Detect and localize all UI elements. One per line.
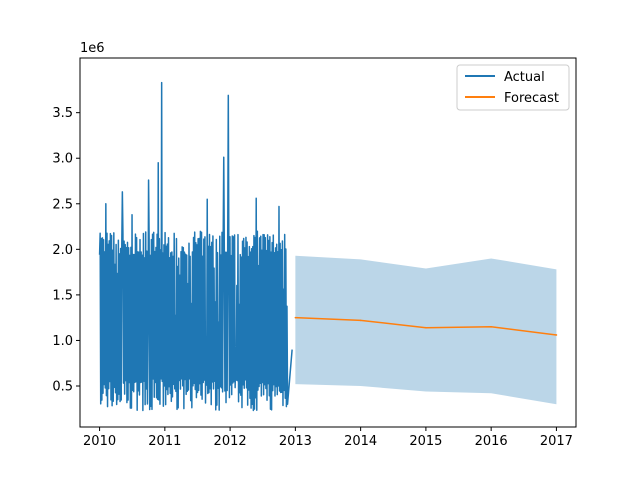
forecast-confidence-band <box>295 255 557 405</box>
plot-frame <box>79 57 577 428</box>
x-tick-label: 2011 <box>148 434 181 449</box>
y-tick-label: 2.5 <box>52 197 73 212</box>
y-axis-offset-label: 1e6 <box>80 41 105 56</box>
y-tick-label: 1.0 <box>52 334 73 349</box>
forecast-point <box>425 326 427 329</box>
y-tick-label: 3.0 <box>52 152 73 167</box>
x-tick-label: 2015 <box>409 434 442 449</box>
x-tick-label: 2017 <box>540 434 573 449</box>
legend-actual-label: Actual <box>504 70 545 85</box>
x-tick-label: 2013 <box>279 434 312 449</box>
actual-series-line <box>98 81 293 412</box>
y-tick-label: 1.5 <box>52 288 73 303</box>
y-tick-label: 3.5 <box>52 106 73 121</box>
legend-forecast-label: Forecast <box>504 91 559 106</box>
forecast-point <box>294 316 297 319</box>
x-axis: 2010 2011 2012 2013 2014 2015 2016 2017 <box>83 427 573 449</box>
y-tick-label: 2.0 <box>52 243 73 258</box>
forecast-point <box>490 325 492 328</box>
y-axis: 0.5 1.0 1.5 2.0 2.5 3.0 3.5 <box>52 106 80 395</box>
x-tick-label: 2014 <box>344 434 377 449</box>
forecast-point <box>359 319 362 322</box>
x-tick-label: 2012 <box>214 434 247 449</box>
y-tick-label: 0.5 <box>52 380 73 395</box>
forecast-point <box>555 334 558 336</box>
legend: Actual Forecast <box>456 64 570 111</box>
x-tick-label: 2016 <box>475 434 508 449</box>
x-tick-label: 2010 <box>83 434 116 449</box>
